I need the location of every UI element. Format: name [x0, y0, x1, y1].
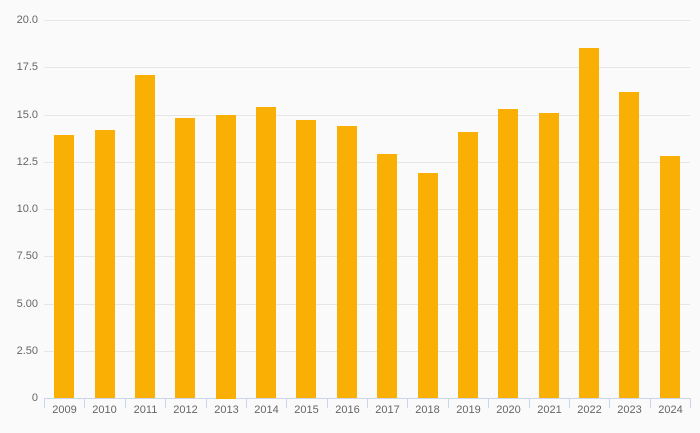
- gridline: [44, 256, 690, 257]
- y-axis-tick-label: 12.5: [16, 156, 38, 168]
- x-axis-tick: [165, 398, 166, 408]
- bar-2020[interactable]: [498, 109, 518, 398]
- bar-2013[interactable]: [216, 115, 236, 399]
- bar-2014[interactable]: [256, 107, 276, 398]
- x-axis-tick: [246, 398, 247, 408]
- x-axis-label: 2018: [415, 404, 440, 416]
- bar-2023[interactable]: [619, 92, 639, 398]
- x-axis-label: 2009: [52, 404, 77, 416]
- x-axis-label: 2015: [294, 404, 319, 416]
- y-axis-tick-label: 0: [31, 392, 38, 404]
- x-axis-label: 2017: [375, 404, 400, 416]
- x-axis-label: 2016: [335, 404, 360, 416]
- y-axis-tick-label: 2.50: [16, 345, 38, 357]
- x-axis-tick: [206, 398, 207, 408]
- bar-2012[interactable]: [175, 118, 195, 398]
- x-axis-tick: [44, 398, 45, 408]
- x-axis-tick: [448, 398, 449, 408]
- x-axis-tick: [327, 398, 328, 408]
- y-axis-tick-label: 17.5: [16, 61, 38, 73]
- x-axis-label: 2020: [496, 404, 521, 416]
- bar-2009[interactable]: [54, 135, 74, 398]
- x-axis-tick: [529, 398, 530, 408]
- gridline: [44, 209, 690, 210]
- x-axis-label: 2024: [658, 404, 683, 416]
- x-axis-label: 2012: [173, 404, 198, 416]
- x-axis-label: 2010: [92, 404, 117, 416]
- x-axis-label: 2021: [537, 404, 562, 416]
- x-axis-tick: [84, 398, 85, 408]
- x-axis-tick: [609, 398, 610, 408]
- x-axis-tick: [488, 398, 489, 408]
- x-axis-tick: [650, 398, 651, 408]
- x-axis-tick: [286, 398, 287, 408]
- y-axis-tick-label: 10.0: [16, 203, 38, 215]
- x-axis-label: 2011: [133, 404, 158, 416]
- y-axis-tick-label: 7.50: [16, 250, 38, 262]
- bar-2017[interactable]: [377, 154, 397, 398]
- gridline: [44, 162, 690, 163]
- bar-2010[interactable]: [95, 130, 115, 398]
- x-axis-label: 2013: [214, 404, 239, 416]
- bar-2015[interactable]: [296, 120, 316, 398]
- bar-2018[interactable]: [418, 173, 438, 398]
- bar-2024[interactable]: [660, 156, 680, 398]
- x-axis-tick: [125, 398, 126, 408]
- gridline: [44, 20, 690, 21]
- bar-2016[interactable]: [337, 126, 357, 398]
- x-axis-label: 2019: [456, 404, 481, 416]
- y-axis-tick-label: 5.00: [16, 298, 38, 310]
- bar-2022[interactable]: [579, 48, 599, 398]
- x-axis-label: 2023: [617, 404, 642, 416]
- gridline: [44, 351, 690, 352]
- bar-2011[interactable]: [135, 75, 155, 398]
- gridline: [44, 67, 690, 68]
- bar-2021[interactable]: [539, 113, 559, 398]
- y-axis-tick-label: 20.0: [16, 14, 38, 26]
- bar-2019[interactable]: [458, 132, 478, 398]
- x-axis-tick: [407, 398, 408, 408]
- gridline: [44, 304, 690, 305]
- gridline: [44, 115, 690, 116]
- x-axis-tick: [690, 398, 691, 408]
- y-axis-tick-label: 15.0: [16, 109, 38, 121]
- x-axis-label: 2014: [254, 404, 279, 416]
- x-axis-tick: [569, 398, 570, 408]
- x-axis-tick: [367, 398, 368, 408]
- x-axis-label: 2022: [577, 404, 602, 416]
